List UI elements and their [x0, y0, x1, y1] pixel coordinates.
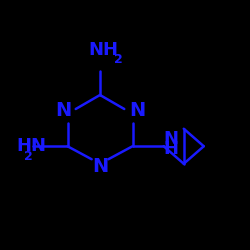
- Text: H: H: [16, 137, 31, 155]
- Text: NH: NH: [89, 41, 119, 59]
- Text: N: N: [164, 130, 179, 148]
- Text: N: N: [55, 101, 71, 120]
- Text: H: H: [164, 140, 179, 158]
- Text: 2: 2: [24, 150, 32, 163]
- Text: N: N: [92, 158, 108, 176]
- Text: 2: 2: [114, 53, 122, 66]
- Text: N: N: [30, 137, 45, 155]
- Text: N: N: [129, 101, 145, 120]
